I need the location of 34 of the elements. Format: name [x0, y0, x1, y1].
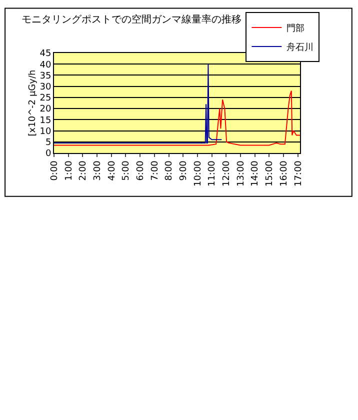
y-tick-label: 0 — [45, 149, 52, 160]
x-tick-label: 10:00 — [193, 160, 204, 187]
y-tick-label: 45 — [40, 49, 52, 60]
y-tick-label: 25 — [40, 94, 52, 104]
x-tick-label: 17:00 — [294, 160, 304, 187]
y-tick-label: 5 — [45, 138, 52, 148]
y-tick-label: 15 — [40, 116, 52, 126]
y-tick-label: 40 — [40, 60, 52, 70]
chart-title: モニタリングポストでの空間ガンマ線量率の推移 — [21, 13, 242, 26]
x-tick-label: 14:00 — [250, 160, 261, 187]
y-tick-label: 30 — [40, 82, 52, 92]
line-series — [54, 90, 300, 146]
line-series — [54, 64, 222, 144]
x-tick-label: 3:00 — [92, 160, 103, 181]
x-tick-label: 2:00 — [78, 160, 89, 181]
y-axis-title: [x10^-2 μGy/h — [28, 70, 38, 136]
y-tick-label: 10 — [40, 126, 52, 137]
x-tick-label: 0:00 — [50, 160, 60, 181]
x-tick-label: 1:00 — [64, 160, 74, 181]
x-tick-label: 11:00 — [208, 160, 218, 187]
x-tick-label: 7:00 — [150, 160, 160, 181]
x-tick-label: 6:00 — [136, 160, 146, 181]
x-tick-label: 8:00 — [164, 160, 175, 181]
x-tick-label: 15:00 — [265, 160, 276, 187]
x-tick-label: 4:00 — [107, 160, 118, 181]
legend-label: 舟石川 — [286, 42, 314, 54]
x-tick-label: 13:00 — [236, 160, 246, 187]
x-tick-label: 9:00 — [179, 160, 190, 181]
x-tick-label: 5:00 — [122, 160, 132, 181]
x-tick-label: 16:00 — [279, 160, 290, 187]
y-tick-label: 20 — [40, 104, 52, 115]
y-tick-label: 35 — [40, 71, 52, 82]
legend-label: 門部 — [286, 23, 305, 34]
x-tick-label: 12:00 — [222, 160, 232, 187]
